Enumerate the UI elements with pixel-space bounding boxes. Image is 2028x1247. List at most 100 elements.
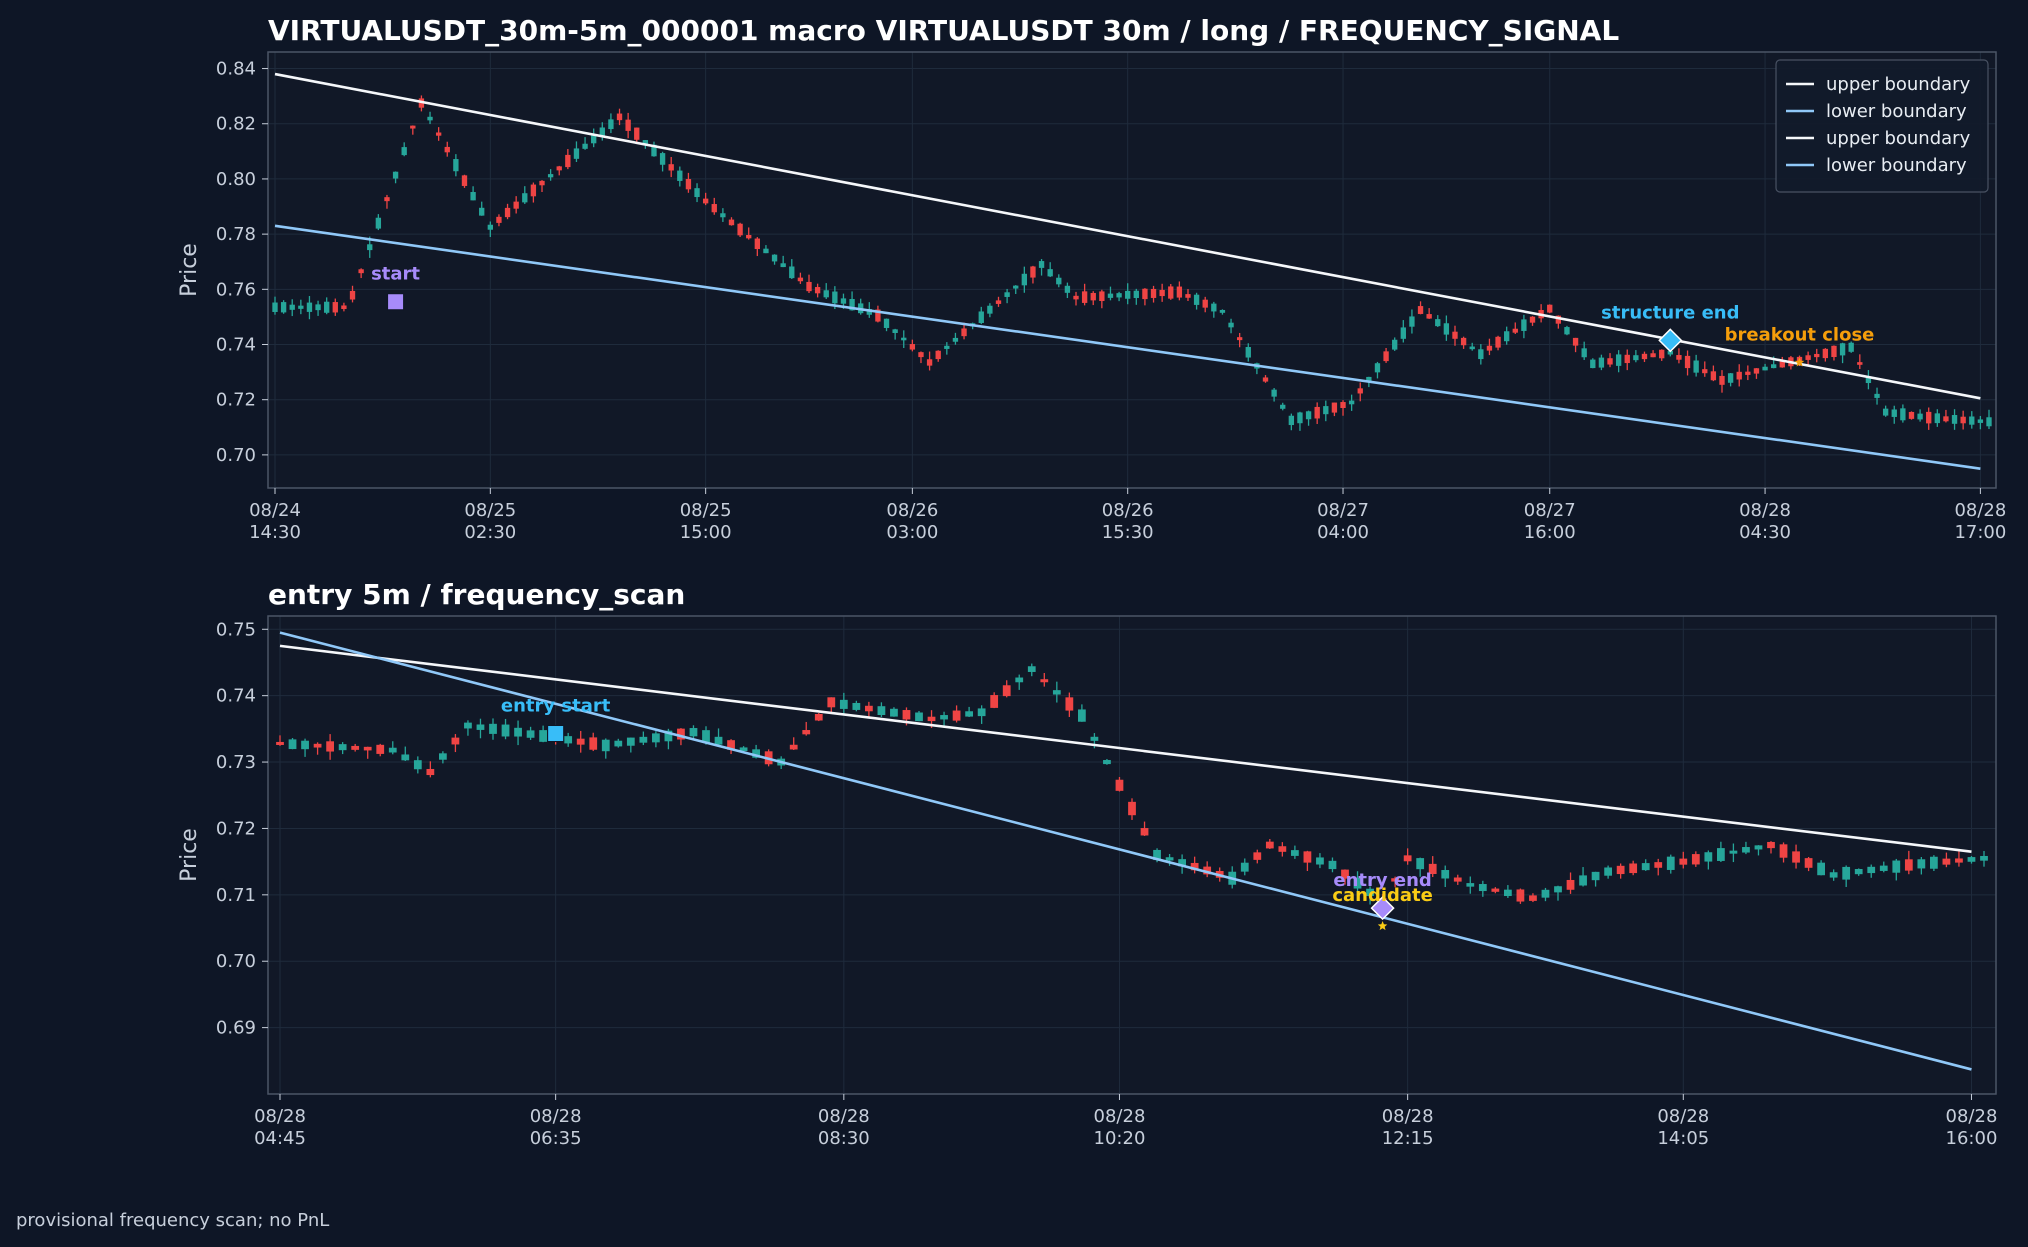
candle-91: [1416, 857, 1425, 877]
candle-body: [1908, 411, 1915, 419]
candle-84: [995, 296, 1002, 307]
legend: upper boundary lower boundary upper bounda…: [1775, 59, 1989, 193]
candle-111: [1228, 318, 1234, 334]
x-tick-label-date: 08/28: [254, 1106, 306, 1127]
candle-21: [539, 725, 548, 743]
candle-body: [1891, 409, 1897, 417]
candle-body: [1297, 412, 1303, 424]
candle-151: [1572, 337, 1579, 353]
candle-body: [1140, 828, 1149, 836]
candle-47: [864, 701, 873, 718]
candle-1: [288, 737, 297, 750]
plot-area: [268, 616, 1996, 1094]
candle-body: [1917, 859, 1926, 869]
candle-body: [814, 287, 821, 294]
candle-128: [1879, 861, 1888, 873]
candle-body: [1607, 358, 1613, 365]
candle-190: [1908, 411, 1915, 420]
marker-label: entry end: [1333, 870, 1431, 891]
candle-body: [639, 736, 648, 743]
candle-body: [1874, 393, 1880, 398]
candle-body: [289, 304, 295, 310]
candle-body: [752, 749, 761, 758]
candle-103: [1566, 872, 1575, 894]
candle-body: [614, 740, 623, 747]
candle-2: [289, 299, 295, 317]
candle-172: [1753, 368, 1760, 379]
candle-body: [1107, 293, 1114, 298]
marker-star: [1377, 921, 1388, 931]
candle-132: [1409, 309, 1415, 334]
candle-31: [539, 180, 545, 193]
candle-body: [1030, 266, 1036, 278]
candle-71: [883, 318, 890, 332]
candle-body: [1865, 376, 1872, 384]
candle-49: [890, 707, 898, 717]
candle-182: [1839, 342, 1846, 364]
candle-body: [1168, 286, 1174, 299]
y-tick-label: 0.72: [216, 390, 256, 411]
candle-body: [1065, 697, 1074, 711]
candle-body: [1555, 315, 1562, 324]
candle-163: [1676, 348, 1682, 364]
candle-body: [789, 744, 798, 750]
candle-4: [306, 296, 313, 320]
marker-entry-start: entry start: [501, 696, 611, 743]
candle-195: [1951, 409, 1958, 430]
candle-19: [514, 720, 522, 746]
candle-70: [875, 305, 881, 323]
candle-39: [608, 113, 614, 134]
candle-72: [1178, 854, 1187, 874]
candle-body: [1854, 869, 1863, 875]
candle-body: [990, 695, 999, 708]
candle-134: [1955, 850, 1963, 867]
candle-body: [1262, 377, 1269, 382]
candle-97: [1491, 887, 1500, 894]
candle-body: [496, 216, 502, 223]
candle-49: [694, 183, 700, 203]
candle-9: [349, 285, 356, 303]
candle-body: [1280, 404, 1286, 409]
candle-46: [668, 157, 674, 178]
candle-body: [866, 309, 872, 315]
candle-body: [1426, 314, 1432, 319]
candle-body: [426, 768, 435, 776]
candle-body: [849, 298, 855, 311]
candle-67: [1115, 777, 1124, 792]
candle-53: [940, 711, 948, 726]
axes-frame: [267, 615, 1997, 1095]
candle-body: [1943, 416, 1949, 422]
candle-192: [1926, 407, 1932, 430]
candle-body: [326, 741, 335, 752]
candle-body: [1554, 886, 1562, 893]
candle-100: [1529, 893, 1537, 903]
candle-32: [547, 169, 554, 181]
candle-body: [514, 727, 522, 737]
candle-body: [349, 290, 356, 300]
candle-body: [376, 744, 385, 754]
candle-43: [814, 713, 823, 722]
candle-17: [489, 718, 497, 740]
candle-body: [582, 143, 588, 149]
candle-body: [883, 318, 890, 328]
candle-44: [651, 141, 657, 157]
candle-59: [780, 255, 786, 268]
candle-body: [1040, 679, 1049, 683]
candle-33: [689, 725, 698, 740]
candle-body: [1331, 402, 1338, 413]
candle-body: [392, 171, 399, 179]
candle-167: [1710, 365, 1717, 382]
candle-74: [1203, 861, 1212, 878]
candle-body: [591, 134, 597, 144]
candle-77: [935, 350, 941, 362]
candle-116: [1729, 843, 1738, 863]
candle-body: [1341, 869, 1349, 879]
candle-body: [651, 733, 660, 743]
candle-body: [875, 309, 881, 322]
x-tick-label-date: 08/28: [530, 1106, 582, 1127]
candle-body: [1004, 292, 1010, 297]
candle-body: [1203, 866, 1212, 875]
candle-body: [890, 708, 898, 717]
candle-95: [1466, 876, 1475, 894]
candle-body: [576, 738, 585, 745]
